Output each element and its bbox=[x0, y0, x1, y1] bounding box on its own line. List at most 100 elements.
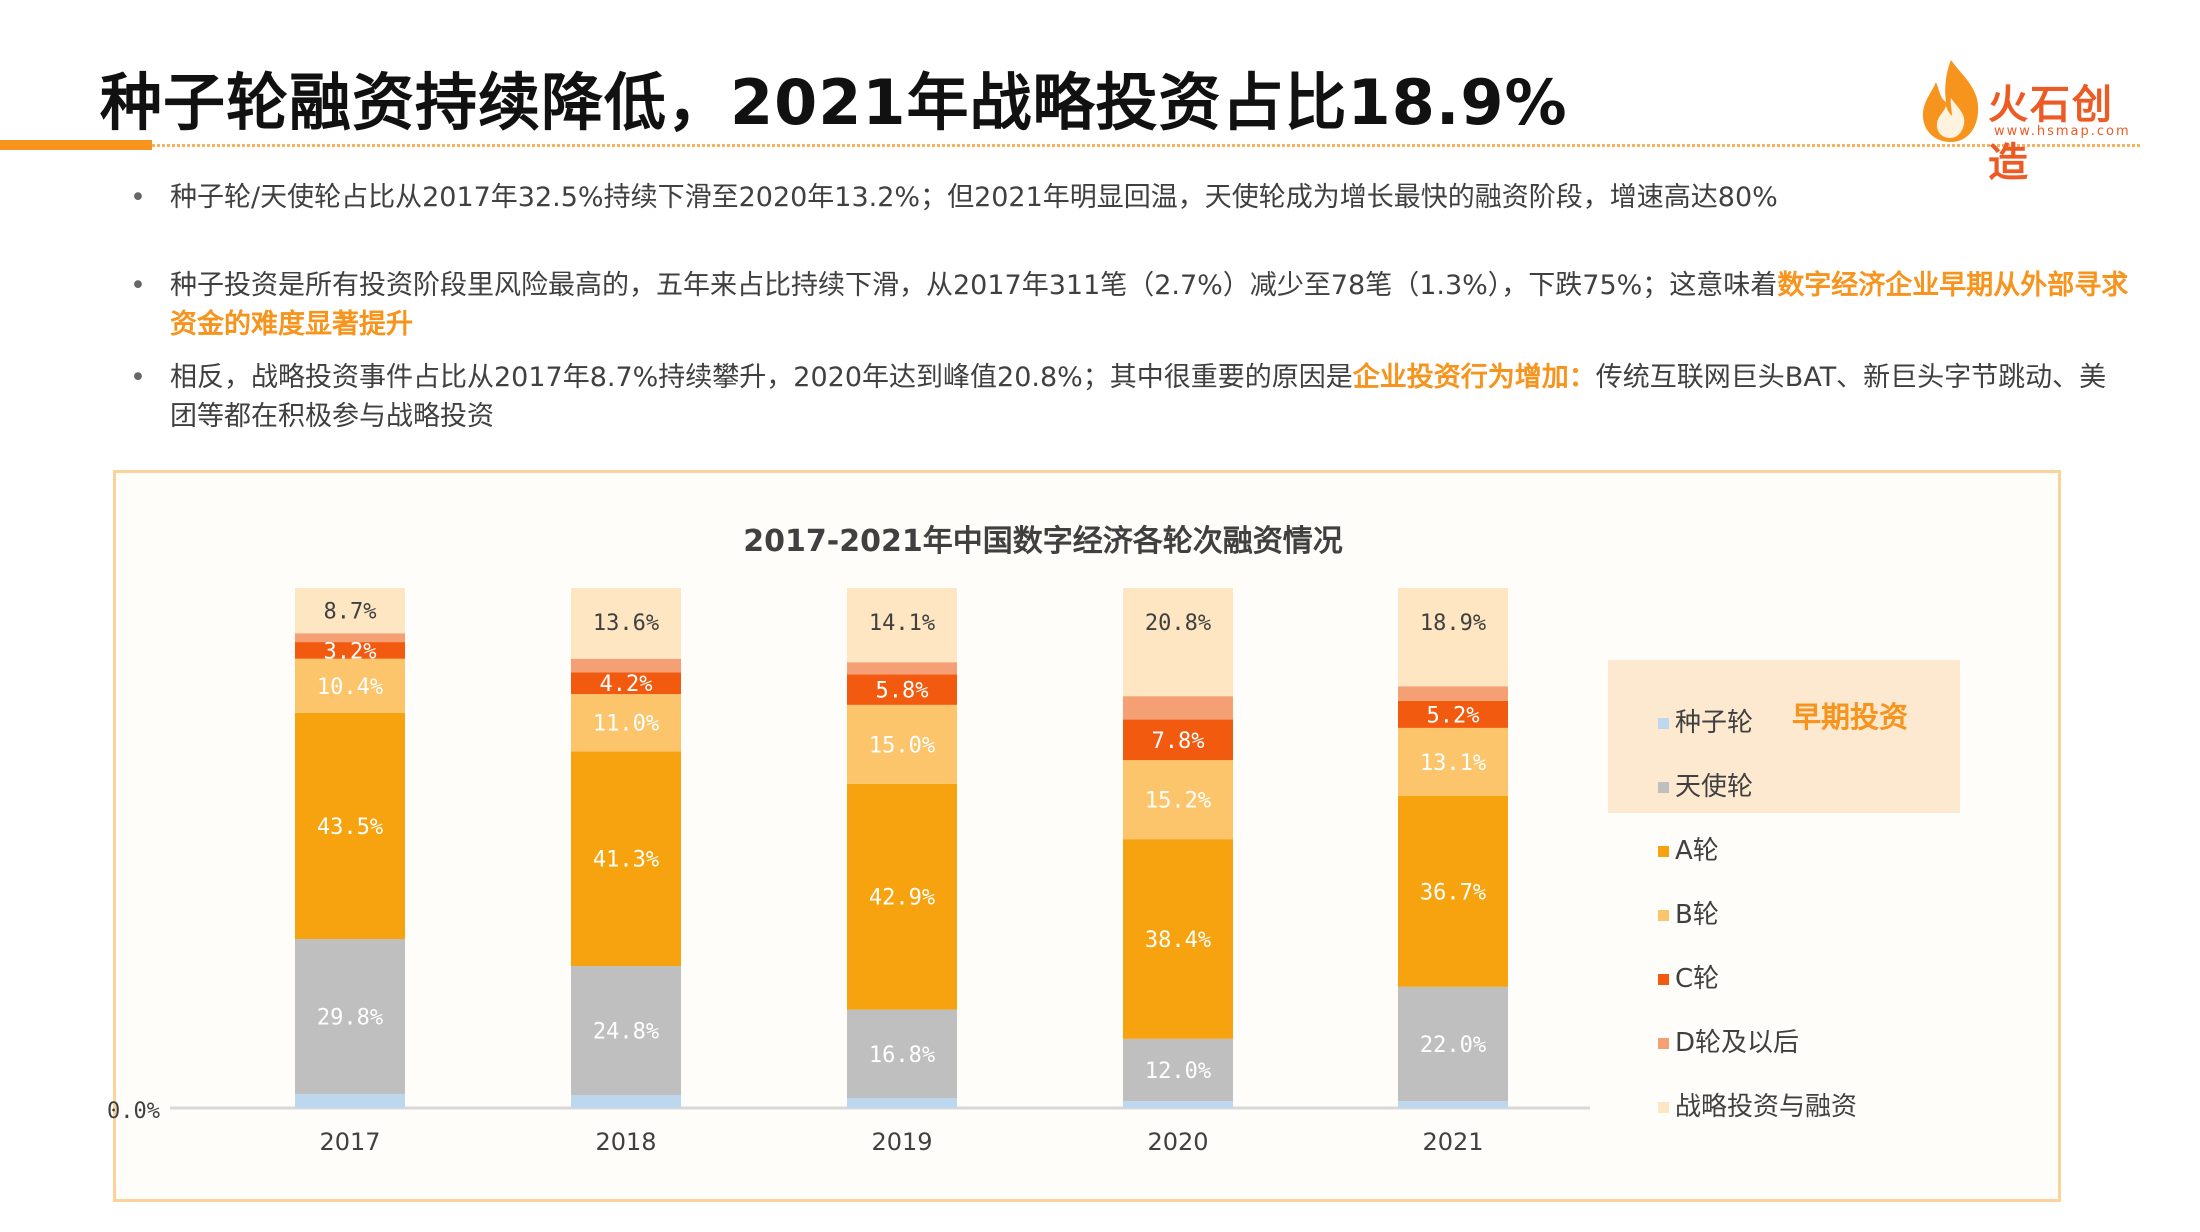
legend-swatch bbox=[1658, 1038, 1669, 1049]
legend-item: 战略投资与融资 bbox=[1658, 1086, 1857, 1123]
bar-segment bbox=[295, 712, 405, 939]
legend-label: 战略投资与融资 bbox=[1675, 1092, 1858, 1122]
title-underline-accent bbox=[0, 140, 152, 150]
bar-segment bbox=[847, 1098, 957, 1108]
bar-segment bbox=[847, 662, 957, 675]
bar-segment bbox=[295, 633, 405, 643]
chart-title: 2017-2021年中国数字经济各轮次融资情况 bbox=[743, 524, 1343, 559]
bar-segment bbox=[295, 1093, 405, 1108]
bar-segment bbox=[571, 966, 681, 1095]
legend-swatch bbox=[1658, 718, 1669, 729]
bar-segment bbox=[1398, 986, 1508, 1102]
logo-url: www.hsmap.com bbox=[1994, 124, 2131, 139]
data-label: 10.4% bbox=[317, 675, 383, 700]
bar-segment bbox=[571, 672, 681, 695]
legend-swatch bbox=[1658, 1102, 1669, 1113]
x-tick-label: 2017 bbox=[319, 1128, 380, 1156]
bar-segment bbox=[295, 642, 405, 659]
legend-label: C轮 bbox=[1675, 964, 1720, 994]
bar-segment bbox=[1123, 760, 1233, 840]
page-title: 种子轮融资持续降低，2021年战略投资占比18.9% bbox=[100, 66, 1568, 139]
data-label: 12.0% bbox=[1145, 1059, 1211, 1084]
data-label: 7.8% bbox=[1152, 729, 1205, 754]
data-label: 4.2% bbox=[600, 672, 653, 697]
legend-swatch bbox=[1658, 910, 1669, 921]
legend-group-label: 早期投资 bbox=[1792, 700, 1909, 734]
legend-label: 种子轮 bbox=[1675, 708, 1754, 738]
data-label: 8.7% bbox=[324, 600, 377, 625]
x-tick-label: 2019 bbox=[871, 1128, 932, 1156]
bar-segment bbox=[571, 694, 681, 752]
bar-segment bbox=[1398, 686, 1508, 701]
legend-item: C轮 bbox=[1658, 958, 1719, 995]
bar-segment bbox=[847, 588, 957, 663]
bar-segment bbox=[1398, 796, 1508, 987]
x-tick-label: 2021 bbox=[1422, 1128, 1483, 1156]
bar-segment bbox=[847, 704, 957, 784]
bar-segment bbox=[1398, 588, 1508, 687]
x-tick-label: 2018 bbox=[595, 1128, 656, 1156]
bar-segment bbox=[1398, 1101, 1508, 1108]
legend-swatch bbox=[1658, 846, 1669, 857]
bar-segment bbox=[1398, 700, 1508, 728]
title-underline-dotted bbox=[152, 144, 2142, 147]
data-label: 16.8% bbox=[869, 1043, 935, 1068]
bar-segment bbox=[571, 588, 681, 659]
data-label: 41.3% bbox=[593, 848, 659, 873]
bar-segment bbox=[295, 588, 405, 634]
bullet-3-text: 相反，战略投资事件占比从2017年8.7%持续攀升，2020年达到峰值20.8%… bbox=[170, 362, 1353, 393]
bar-segment bbox=[1123, 1101, 1233, 1108]
bar-segment bbox=[847, 1009, 957, 1098]
legend-item: 天使轮 bbox=[1658, 766, 1753, 803]
legend-label: D轮及以后 bbox=[1675, 1028, 1800, 1058]
data-label: 42.9% bbox=[869, 886, 935, 911]
data-label: 5.2% bbox=[1427, 703, 1480, 728]
data-label: 38.4% bbox=[1145, 928, 1211, 953]
bar-segment bbox=[847, 674, 957, 705]
bar-segment bbox=[1123, 696, 1233, 720]
bar-segment bbox=[1123, 588, 1233, 697]
data-label: 18.9% bbox=[1420, 611, 1486, 636]
x-tick-label: 2020 bbox=[1147, 1128, 1208, 1156]
bar-segment bbox=[1123, 1038, 1233, 1102]
legend-label: A轮 bbox=[1675, 836, 1719, 866]
bar-segment bbox=[1398, 727, 1508, 796]
bullet-marker: • bbox=[130, 362, 146, 393]
legend-swatch bbox=[1658, 974, 1669, 985]
bullet-marker: • bbox=[130, 182, 146, 213]
legend-label: 天使轮 bbox=[1675, 772, 1754, 802]
data-label: 22.0% bbox=[1420, 1033, 1486, 1058]
bullet-2-text: 种子投资是所有投资阶段里风险最高的，五年来占比持续下滑，从2017年311笔（2… bbox=[170, 270, 1778, 301]
chart-panel bbox=[113, 470, 2061, 1202]
data-label: 43.5% bbox=[317, 815, 383, 840]
bullet-2-highlight: 数字经济企业早期从外部寻求资金的难度显著提升 bbox=[170, 270, 2129, 340]
flame-logo-icon bbox=[1922, 60, 1979, 142]
data-label: 29.8% bbox=[317, 1005, 383, 1030]
legend-swatch bbox=[1658, 782, 1669, 793]
y-tick-label: 0.0% bbox=[107, 1099, 160, 1124]
data-label: 13.6% bbox=[593, 611, 659, 636]
data-label: 3.2% bbox=[324, 639, 377, 664]
data-label: 15.2% bbox=[1145, 789, 1211, 814]
bar-segment bbox=[1123, 839, 1233, 1039]
data-label: 13.1% bbox=[1420, 751, 1486, 776]
bar-segment bbox=[847, 783, 957, 1010]
bar-segment bbox=[1123, 719, 1233, 761]
data-label: 36.7% bbox=[1420, 880, 1486, 905]
data-label: 5.8% bbox=[876, 679, 929, 704]
data-label: 24.8% bbox=[593, 1020, 659, 1045]
data-label: 14.1% bbox=[869, 611, 935, 636]
data-label: 20.8% bbox=[1145, 611, 1211, 636]
brand-logo: 火石创造 www.hsmap.com bbox=[1910, 58, 2150, 186]
logo-name: 火石创造 bbox=[1988, 82, 2114, 186]
bullet-1-text: 种子轮/天使轮占比从2017年32.5%持续下滑至2020年13.2%；但202… bbox=[170, 182, 1778, 213]
bar-segment bbox=[571, 1095, 681, 1108]
bar-segment bbox=[295, 939, 405, 1094]
bullet-3-text-tail: 传统互联网巨头BAT、新巨头字节跳动、美团等都在积极参与战略投资 bbox=[170, 362, 2107, 432]
bullet-marker: • bbox=[130, 270, 146, 301]
legend-label: B轮 bbox=[1675, 900, 1719, 930]
bar-segment bbox=[571, 751, 681, 967]
data-label: 15.0% bbox=[869, 733, 935, 758]
legend-item: 种子轮 bbox=[1658, 702, 1753, 739]
